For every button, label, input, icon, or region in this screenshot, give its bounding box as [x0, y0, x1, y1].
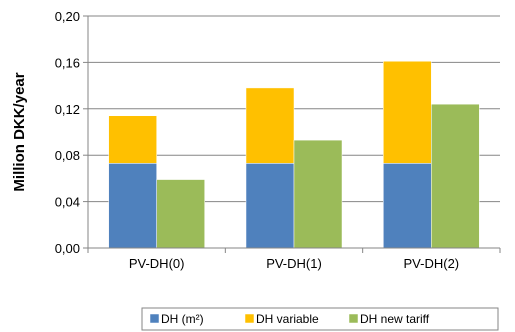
y-tick-label: 0,16 [55, 55, 80, 70]
legend-label: DH variable [256, 312, 319, 326]
bar-dh-m [108, 163, 157, 249]
y-tick-label: 0,04 [55, 195, 80, 210]
y-tick-labels: 0,00 0,04 0,08 0,12 0,16 0,20 [55, 9, 80, 256]
bar-dh-new-tariff [156, 179, 205, 249]
x-tick-label: PV-DH(0) [129, 256, 185, 271]
bars [108, 60, 480, 249]
legend-swatch [348, 313, 359, 324]
legend-label: DH (m²) [161, 312, 204, 326]
y-tick-label: 0,08 [55, 148, 80, 163]
y-axis-title: Million DKK/year [11, 72, 28, 191]
bar-dh-variable [383, 60, 432, 164]
legend-swatch [149, 313, 160, 324]
y-tick-label: 0,20 [55, 9, 80, 24]
bar-dh-new-tariff [431, 103, 480, 249]
bar-dh-m [383, 163, 432, 249]
x-tick-labels: PV-DH(0) PV-DH(1) PV-DH(2) [129, 256, 459, 271]
bar-dh-m [245, 163, 295, 249]
y-tick-label: 0,12 [55, 102, 80, 117]
x-tick-label: PV-DH(1) [266, 256, 322, 271]
legend-box [141, 307, 499, 331]
bar-dh-variable [245, 87, 295, 164]
y-tick-label: 0,00 [55, 241, 80, 256]
legend-label: DH new tariff [360, 312, 430, 326]
bar-dh-new-tariff [293, 139, 343, 249]
legend: DH (m²) DH variable DH new tariff [141, 307, 499, 331]
axes [87, 16, 501, 253]
bar-dh-variable [108, 115, 157, 164]
legend-swatch [244, 313, 255, 324]
x-tick-label: PV-DH(2) [404, 256, 460, 271]
